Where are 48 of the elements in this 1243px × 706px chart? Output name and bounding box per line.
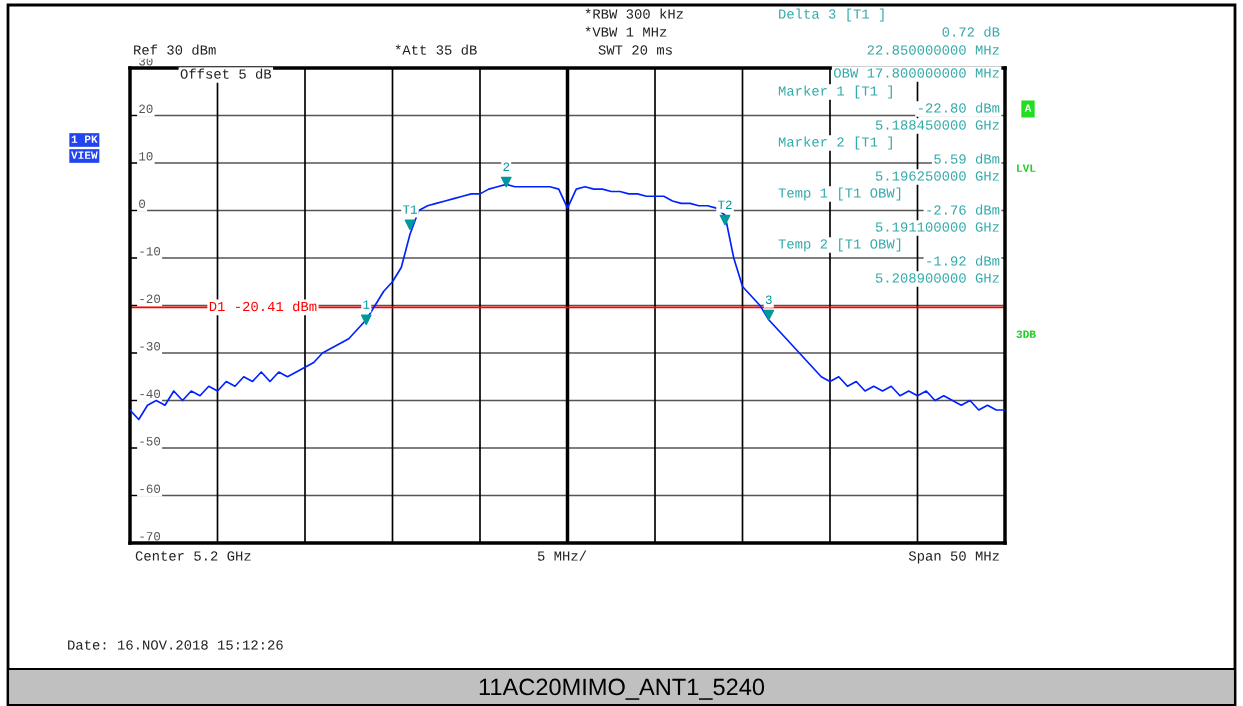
annotation: 5.59 dBm xyxy=(934,153,1000,164)
text: A xyxy=(1024,104,1032,112)
annotation: OBW 17.800000000 MHz xyxy=(833,68,999,78)
text: Ref 30 dBm xyxy=(134,44,216,55)
y-tick-label: -60 xyxy=(140,484,161,494)
text: *VBW 1 MHz xyxy=(585,26,667,37)
text: 22.850000000 MHz xyxy=(867,45,999,55)
annotation: 5.191100000 GHz xyxy=(875,222,999,232)
y-tick-label: -10 xyxy=(140,247,161,256)
y-tick-label: -40 xyxy=(140,389,161,399)
text: *Att 35 dB xyxy=(395,44,477,55)
y-tick-label: -30 xyxy=(140,342,161,351)
text: 1 PK xyxy=(71,135,98,143)
series-label: T1 xyxy=(402,205,417,214)
annotation: Temp 1 [T1 OBW] xyxy=(778,187,901,201)
text: SWT 20 ms xyxy=(598,45,672,55)
y-tick-label: -50 xyxy=(140,437,161,446)
annotation: Marker 2 [T1 ] xyxy=(778,136,892,150)
annotation: -22.80 dBm xyxy=(918,102,1000,113)
text: Date: 16.NOV.2018 15:12:26 xyxy=(68,640,283,650)
y-tick-label: -70 xyxy=(140,532,161,541)
annotation: Temp 2 [T1 OBW] xyxy=(778,238,901,252)
series-label: 2 xyxy=(503,162,510,171)
text: Delta 3 [T1 ] xyxy=(779,8,884,22)
text: Center 5.2 GHz xyxy=(135,551,251,561)
annotation: 5.196250000 GHz xyxy=(875,171,999,181)
annotation: Marker 1 [T1 ] xyxy=(778,85,892,99)
series-label: 3 xyxy=(765,295,772,305)
text: *RBW 300 kHz xyxy=(585,8,683,19)
text: LVL xyxy=(1017,164,1036,172)
text: Span 50 MHz xyxy=(908,551,999,564)
text: 0.72 dB xyxy=(942,26,1000,37)
annotation: 5.188450000 GHz xyxy=(875,120,999,130)
series-label: T2 xyxy=(717,200,732,209)
annotation: Offset 5 dB xyxy=(180,68,272,79)
y-tick-label: 0 xyxy=(139,199,146,209)
annotation: -2.76 dBm xyxy=(927,204,1000,215)
text: 3DB xyxy=(1016,330,1036,338)
text: 5 MHz/ xyxy=(537,550,587,561)
y-tick-label: 10 xyxy=(139,152,153,161)
ref-line-label: D1 -20.41 dBm xyxy=(209,300,317,312)
text: VIEW xyxy=(71,151,98,159)
y-tick-label: -20 xyxy=(140,294,161,304)
annotation: 5.208900000 GHz xyxy=(875,273,999,283)
y-tick-label: 20 xyxy=(139,104,153,114)
annotation: -1.92 dBm xyxy=(927,255,1000,266)
series-label: 1 xyxy=(363,300,370,309)
text: 11AC20MIMO_ANT1_5240 xyxy=(479,678,765,700)
